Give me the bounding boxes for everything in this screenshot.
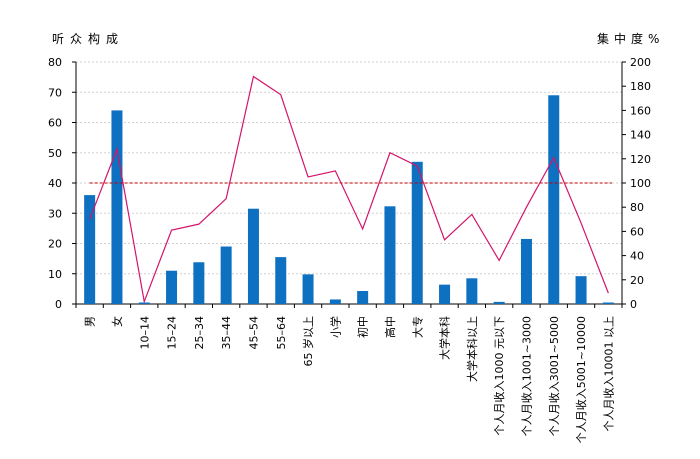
- right-tick-label: 180: [630, 80, 651, 93]
- bar: [329, 299, 341, 304]
- right-tick-labels: 0 20 40 60 80 100 120 140 160 180 200: [622, 56, 651, 311]
- right-tick-label: 160: [630, 104, 651, 117]
- x-tick-label: 大学本科: [438, 316, 452, 360]
- gridlines: [76, 61, 622, 275]
- bar: [275, 257, 287, 304]
- right-axis-label: 集中度%: [597, 32, 665, 46]
- right-tick-label: 200: [630, 56, 651, 69]
- bar: [575, 276, 587, 304]
- x-tick-label: 10–14: [138, 316, 151, 350]
- x-tick-label: 个人月收入10001 以上: [601, 316, 615, 432]
- bar: [111, 110, 123, 305]
- right-tick-label: 40: [630, 250, 644, 263]
- x-tick-label: 大专: [410, 316, 424, 338]
- left-axis-label: 听众构成: [52, 32, 125, 46]
- bar: [357, 290, 369, 304]
- bar: [493, 301, 505, 304]
- right-tick-label: 140: [630, 129, 651, 142]
- right-tick-label: 100: [630, 177, 651, 190]
- right-tick-label: 120: [630, 153, 651, 166]
- x-tick-label: 15–24: [166, 316, 179, 350]
- right-tick-label: 0: [630, 298, 637, 311]
- bar: [439, 284, 451, 304]
- left-tick-label: 30: [48, 207, 62, 220]
- bar: [411, 161, 423, 304]
- concentration-line: [89, 75, 609, 304]
- left-tick-labels: 0 10 20 30 40 50 60 70 80: [48, 56, 76, 311]
- x-tick-label: 女: [110, 316, 124, 327]
- x-tick-label: 男: [84, 316, 97, 327]
- bar: [466, 278, 478, 304]
- left-tick-label: 40: [48, 177, 62, 190]
- bar: [84, 195, 96, 304]
- x-tick-label: 个人月收入1001~3000: [519, 316, 533, 436]
- bar: [384, 206, 396, 304]
- bar: [602, 302, 614, 304]
- x-tick-label: 小学: [328, 316, 342, 338]
- right-tick-label: 60: [630, 225, 644, 238]
- left-tick-label: 10: [48, 268, 62, 281]
- x-tick-label: 25–34: [193, 316, 206, 350]
- right-tick-label: 80: [630, 201, 644, 214]
- x-tick-label: 个人月收入3001~5000: [547, 316, 561, 436]
- bar-series: [84, 95, 614, 305]
- x-tick-labels: 男 女 10–14 15–24 25–34 35–44 45–54 55–64 65 岁以上 小学…: [84, 316, 616, 443]
- x-tick-label: 35–44: [220, 316, 233, 350]
- x-tick-label: 55–64: [275, 316, 288, 350]
- bar: [193, 262, 205, 304]
- bar: [166, 270, 178, 304]
- axes: [75, 62, 623, 308]
- left-tick-label: 0: [55, 298, 62, 311]
- line-series: [89, 75, 609, 304]
- bar: [247, 208, 259, 304]
- left-tick-label: 70: [48, 86, 62, 99]
- left-tick-label: 60: [48, 117, 62, 130]
- x-tick-label: 个人月收入5001~10000: [574, 316, 588, 443]
- bar: [520, 238, 532, 304]
- left-tick-label: 20: [48, 238, 62, 251]
- left-tick-label: 80: [48, 56, 62, 69]
- bar: [220, 246, 232, 304]
- x-tick-label: 个人月收入1000 元以下: [492, 316, 506, 436]
- bar: [548, 95, 560, 305]
- bar: [302, 274, 314, 304]
- right-tick-label: 20: [630, 274, 644, 287]
- x-tick-label: 65 岁以上: [301, 316, 315, 367]
- left-tick-label: 50: [48, 147, 62, 160]
- x-tick-label: 45–54: [247, 316, 260, 350]
- x-tick-label: 大学本科以上: [465, 316, 479, 382]
- x-tick-label: 初中: [356, 316, 370, 338]
- x-tick-label: 高中: [383, 316, 397, 338]
